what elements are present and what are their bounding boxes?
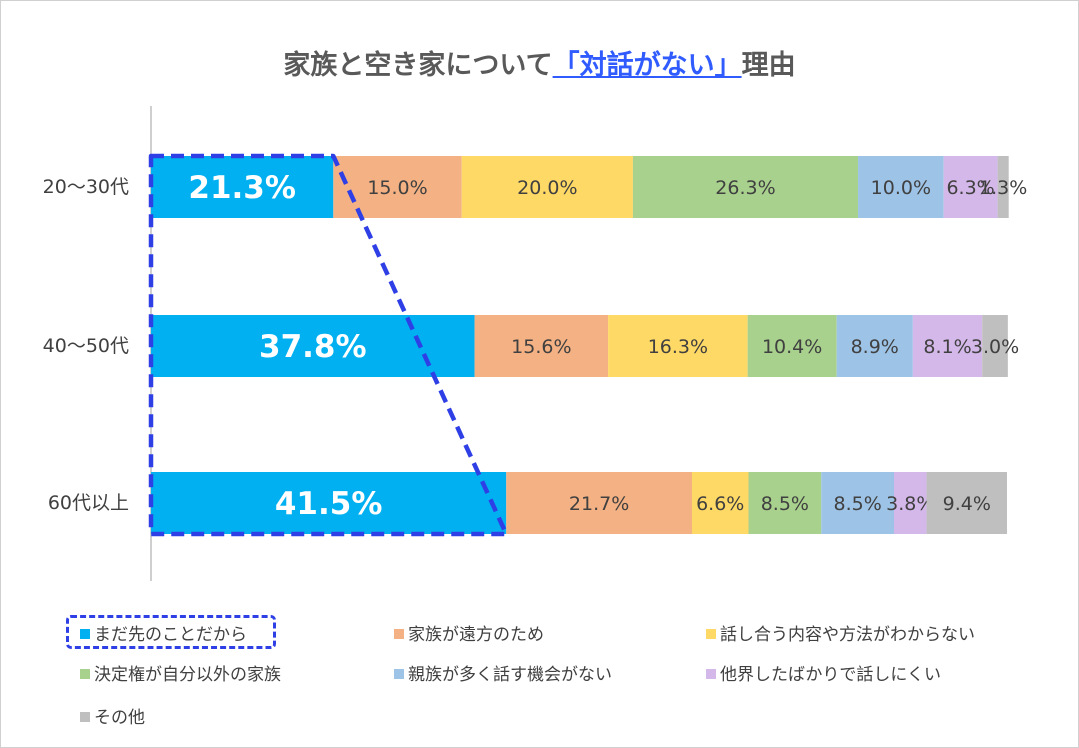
data-label: 21.3% <box>188 170 296 206</box>
title-prefix: 家族と空き家について <box>283 50 553 81</box>
bar-segment <box>821 472 895 534</box>
legend-item: その他 <box>80 703 145 728</box>
legend-swatch <box>80 712 90 722</box>
bar-segment <box>333 156 462 218</box>
bar-segment <box>506 472 692 534</box>
legend-item: 親族が多く話す機会がない <box>394 660 612 685</box>
bar-segment <box>151 156 334 218</box>
data-label: 8.9% <box>851 336 899 358</box>
legend-label: 話し合う内容や方法がわからない <box>720 625 975 645</box>
chart-title: 家族と空き家について「対話がない」理由 <box>1 43 1078 82</box>
bar-segment <box>461 156 633 218</box>
title-emphasis: 「対話がない」 <box>552 50 742 81</box>
data-label: 15.6% <box>511 336 571 358</box>
data-label: 26.3% <box>715 177 775 199</box>
legend-item: 家族が遠方のため <box>394 620 544 645</box>
bar-segment <box>894 472 927 534</box>
data-label: 3.8% <box>886 493 934 515</box>
data-label: 1.3% <box>979 177 1027 199</box>
bar-segment <box>997 156 1009 218</box>
legend-swatch <box>394 669 404 679</box>
data-label: 20.0% <box>517 177 577 199</box>
legend-swatch <box>80 669 90 679</box>
data-label: 21.7% <box>569 493 629 515</box>
category-label: 60代以上 <box>48 492 129 514</box>
bar-segment <box>836 315 913 377</box>
data-label: 9.4% <box>943 493 991 515</box>
data-label: 6.3% <box>946 177 994 199</box>
legend-item: まだ先のことだから <box>80 620 247 645</box>
data-label: 8.1% <box>923 336 971 358</box>
data-label: 41.5% <box>275 486 383 522</box>
bar-segment <box>151 472 507 534</box>
bar-segment <box>632 156 859 218</box>
legend-item: 話し合う内容や方法がわからない <box>706 620 975 645</box>
data-label: 10.0% <box>871 177 931 199</box>
bar-segment <box>747 315 837 377</box>
bar-segment <box>748 472 822 534</box>
data-label: 8.5% <box>761 493 809 515</box>
bar-segment <box>691 472 749 534</box>
data-label: 8.5% <box>833 493 881 515</box>
legend-label: 家族が遠方のため <box>408 625 544 645</box>
legend-swatch <box>394 629 404 639</box>
legend-item: 他界したばかりで話しにくい <box>706 660 941 685</box>
bar-segment <box>943 156 998 218</box>
legend-label: 決定権が自分以外の家族 <box>94 665 281 685</box>
legend-label: 他界したばかりで話しにくい <box>720 665 941 685</box>
highlight-outline <box>148 153 509 537</box>
title-suffix: 理由 <box>741 50 796 81</box>
legend-label: 親族が多く話す機会がない <box>408 665 612 685</box>
bar-segment <box>858 156 944 218</box>
legend-swatch <box>706 629 716 639</box>
bar-segment <box>982 315 1008 377</box>
legend-item: 決定権が自分以外の家族 <box>80 660 281 685</box>
bar-segment <box>926 472 1007 534</box>
data-label: 6.6% <box>696 493 744 515</box>
legend-swatch <box>80 629 90 639</box>
data-label: 3.0% <box>971 336 1019 358</box>
legend-label: その他 <box>94 708 145 728</box>
data-label: 10.4% <box>762 336 822 358</box>
legend-swatch <box>706 669 716 679</box>
legend-label: まだ先のことだから <box>94 625 247 645</box>
bar-segment <box>608 315 748 377</box>
data-label: 16.3% <box>648 336 708 358</box>
legend-highlight-box <box>66 615 276 649</box>
category-label: 20～30代 <box>43 176 129 198</box>
bar-segment <box>474 315 609 377</box>
category-label: 40～50代 <box>43 335 129 357</box>
bar-segment <box>912 315 983 377</box>
data-label: 37.8% <box>259 329 367 365</box>
data-label: 15.0% <box>367 177 427 199</box>
